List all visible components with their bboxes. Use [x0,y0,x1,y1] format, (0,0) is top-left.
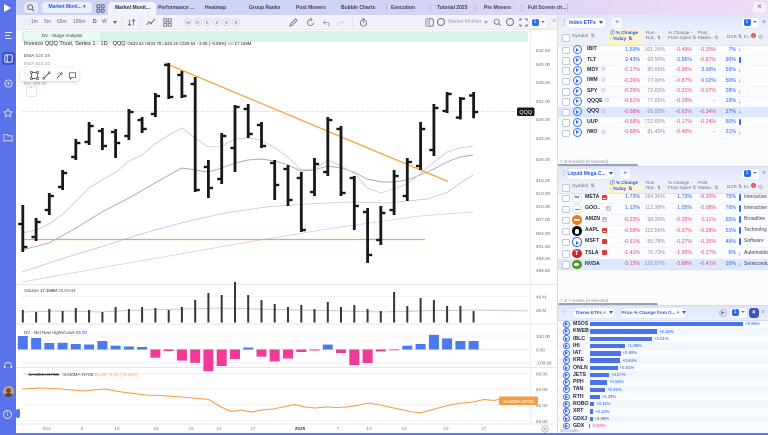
svg-text:7: 7 [337,426,340,431]
svg-text:501.50: 501.50 [536,244,550,249]
svg-text:QQQ: QQQ [519,110,532,116]
svg-text:540.00: 540.00 [536,62,550,67]
svg-text:100.00: 100.00 [536,334,550,339]
svg-text:5: 5 [81,426,84,431]
svg-text:524.00: 524.00 [536,136,550,141]
svg-text:SA40MA-NYSE: SA40MA-NYSE [503,399,534,404]
svg-text:Dec: Dec [43,426,52,431]
svg-text:496.80: 496.80 [536,268,550,273]
svg-text:16: 16 [401,426,407,431]
svg-text:507.00: 507.00 [536,217,550,222]
svg-text:510.00: 510.00 [536,204,550,209]
svg-text:513.00: 513.00 [536,191,550,196]
svg-text:23: 23 [216,426,222,431]
svg-text:64.00: 64.00 [536,387,548,392]
svg-text:15: 15 [153,426,159,431]
svg-text:27: 27 [481,426,487,431]
svg-text:18: 18 [188,426,194,431]
svg-text:532.00: 532.00 [536,99,550,104]
svg-text:2025: 2025 [295,426,306,431]
svg-text:26 M: 26 M [536,308,546,313]
svg-text:48 M: 48 M [536,295,546,300]
svg-text:504.00: 504.00 [536,231,550,236]
svg-text:0.00: 0.00 [536,348,545,353]
svg-text:528.00: 528.00 [536,117,550,122]
svg-text:27: 27 [250,426,256,431]
svg-text:68.00: 68.00 [536,372,548,377]
svg-text:56.00: 56.00 [536,419,548,424]
svg-text:60.00: 60.00 [536,403,548,408]
svg-text:10: 10 [114,426,120,431]
svg-text:-100.00: -100.00 [536,361,552,366]
svg-text:542.50: 542.50 [536,48,550,53]
svg-text:520.00: 520.00 [536,157,550,162]
svg-text:22: 22 [443,426,449,431]
svg-text:516.00: 516.00 [536,178,550,183]
svg-text:499.00: 499.00 [536,256,550,261]
svg-text:536.00: 536.00 [536,80,550,85]
svg-text:13: 13 [366,426,372,431]
